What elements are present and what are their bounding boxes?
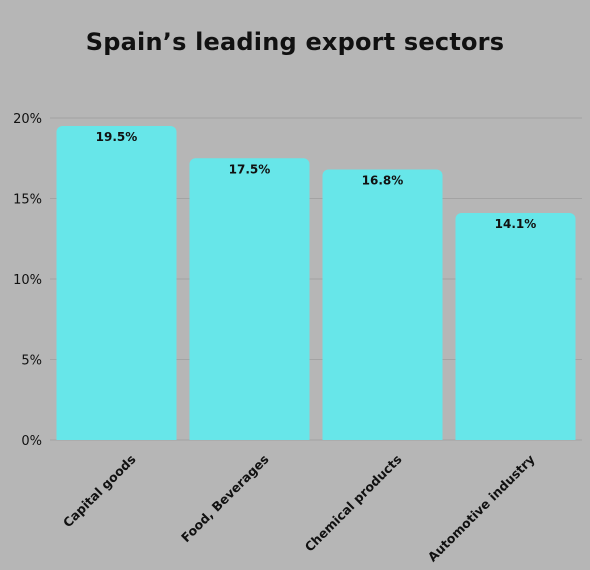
x-axis-tick-labels: Capital goods Food, Beverages Chemical pro… bbox=[60, 452, 538, 565]
x-tick-label: Capital goods bbox=[60, 452, 139, 531]
bars bbox=[56, 126, 576, 441]
bar-base bbox=[56, 432, 177, 440]
data-labels: 19.5% 17.5% 16.8% 14.1% bbox=[96, 130, 537, 231]
data-label: 14.1% bbox=[495, 217, 537, 231]
y-tick-label: 10% bbox=[13, 273, 42, 288]
y-tick-label: 20% bbox=[13, 112, 42, 127]
bar-base bbox=[455, 432, 576, 440]
y-axis-tick-labels: 0% 5% 10% 15% 20% bbox=[13, 112, 42, 449]
bar bbox=[455, 212, 576, 440]
x-tick-label: Chemical products bbox=[302, 452, 405, 555]
data-label: 16.8% bbox=[362, 174, 404, 188]
bar bbox=[189, 158, 310, 440]
bar-base bbox=[189, 432, 310, 440]
bar-base bbox=[322, 432, 443, 440]
y-tick-label: 5% bbox=[21, 354, 42, 369]
data-label: 19.5% bbox=[96, 130, 138, 144]
y-tick-label: 0% bbox=[21, 434, 42, 449]
bar bbox=[322, 169, 443, 440]
x-tick-label: Food, Beverages bbox=[178, 452, 272, 546]
data-label: 17.5% bbox=[229, 162, 271, 176]
chart-title: Spain’s leading export sectors bbox=[85, 28, 505, 56]
x-tick-label: Automotive industry bbox=[425, 452, 538, 565]
bar bbox=[56, 126, 177, 441]
y-tick-label: 15% bbox=[13, 193, 42, 208]
